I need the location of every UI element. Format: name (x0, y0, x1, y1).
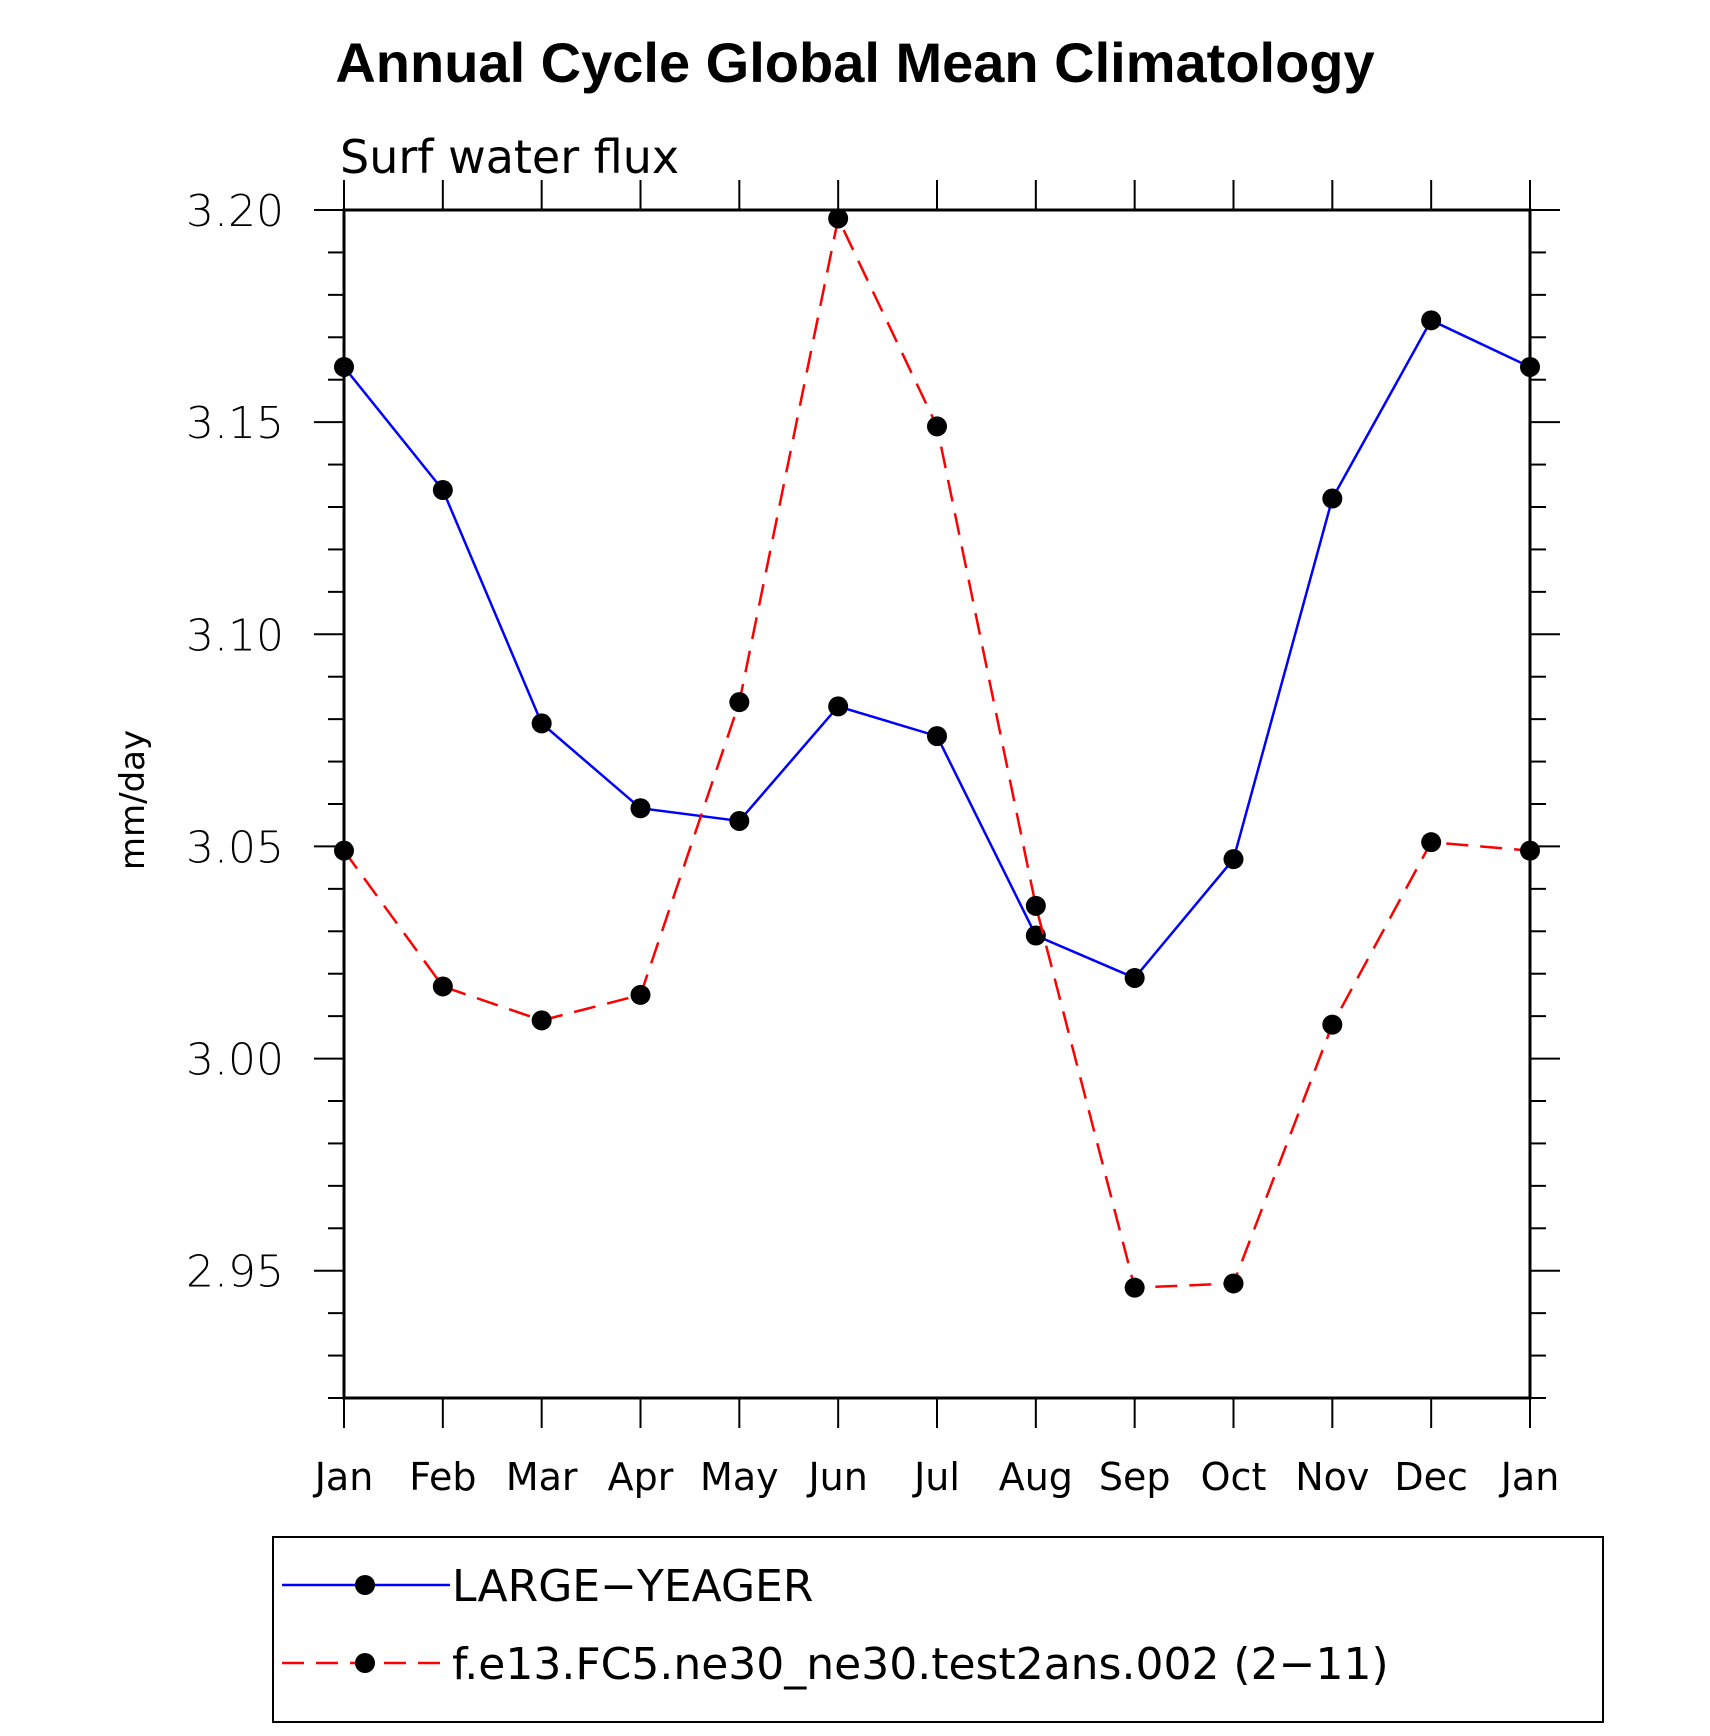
data-point-s1 (1520, 356, 1540, 377)
x-tick-label: May (700, 1455, 779, 1499)
data-point-s2 (432, 976, 453, 997)
data-point-s1 (432, 480, 453, 501)
data-point-s2 (729, 692, 750, 713)
data-point-s2 (1223, 1273, 1244, 1294)
chart-title: Annual Cycle Global Mean Climatology (335, 31, 1375, 94)
data-point-s1 (1025, 925, 1046, 946)
data-point-s1 (1322, 488, 1343, 509)
plot-frame: 3.20 3.15 3.10 3.05 3.00 2.95 Jan Feb Mar Apr May J… (186, 180, 1560, 1499)
y-axis-label: mm/day (113, 730, 153, 870)
data-point-s2 (334, 840, 354, 861)
data-point-s1 (729, 810, 750, 831)
data-point-s2 (927, 416, 947, 437)
data-point-s1 (1421, 310, 1442, 331)
data-point-s1 (531, 713, 552, 734)
plot-border (342, 208, 1532, 1400)
x-tick-label: Jan (1499, 1455, 1560, 1499)
x-tick-label: Nov (1295, 1455, 1369, 1499)
legend-marker-2 (355, 1653, 375, 1673)
legend: LARGE−YEAGER f.e13.FC5.ne30_ne30.test2ans… (272, 1536, 1604, 1723)
data-point-s2 (1322, 1014, 1343, 1035)
data-point-s2 (1421, 832, 1442, 853)
x-tick-label: Jun (806, 1455, 867, 1499)
series-line-2 (342, 214, 1531, 1289)
legend-marker-1 (355, 1575, 375, 1595)
x-tick-label: Dec (1394, 1455, 1468, 1499)
data-point-s2 (1025, 895, 1046, 916)
data-point-s2 (630, 984, 651, 1005)
y-tick-label: 2.95 (186, 1247, 284, 1298)
data-point-s2 (1124, 1277, 1145, 1298)
data-point-s2 (1520, 840, 1540, 861)
legend-box (272, 1536, 1604, 1723)
data-point-s2 (531, 1010, 552, 1031)
legend-label-2: f.e13.FC5.ne30_ne30.test2ans.002 (2−11) (452, 1639, 1389, 1690)
data-point-s1 (334, 356, 354, 377)
y-tick-label: 3.00 (186, 1035, 284, 1086)
chart-subtitle: Surf water flux (340, 130, 679, 184)
x-tick-label: Apr (608, 1455, 674, 1499)
series-layer (334, 208, 1540, 1298)
data-point-s1 (1124, 967, 1145, 988)
data-point-s1 (927, 726, 947, 747)
data-point-s1 (828, 696, 849, 717)
y-tick-label: 3.15 (186, 398, 284, 449)
y-tick-label: 3.10 (186, 610, 284, 661)
x-tick-label: Jul (912, 1455, 960, 1499)
x-tick-label: Mar (506, 1455, 578, 1499)
x-tick-label: Aug (999, 1455, 1073, 1499)
data-point-s2 (828, 208, 849, 229)
x-tick-label: Feb (409, 1455, 476, 1499)
y-tick-label: 3.20 (186, 186, 284, 237)
data-point-s1 (630, 798, 651, 819)
y-tick-label: 3.05 (186, 822, 284, 873)
x-tick-label: Oct (1201, 1455, 1267, 1499)
x-tick-label: Jan (313, 1455, 374, 1499)
legend-label-1: LARGE−YEAGER (452, 1561, 813, 1612)
x-tick-label: Sep (1099, 1455, 1171, 1499)
data-point-s1 (1223, 849, 1244, 870)
